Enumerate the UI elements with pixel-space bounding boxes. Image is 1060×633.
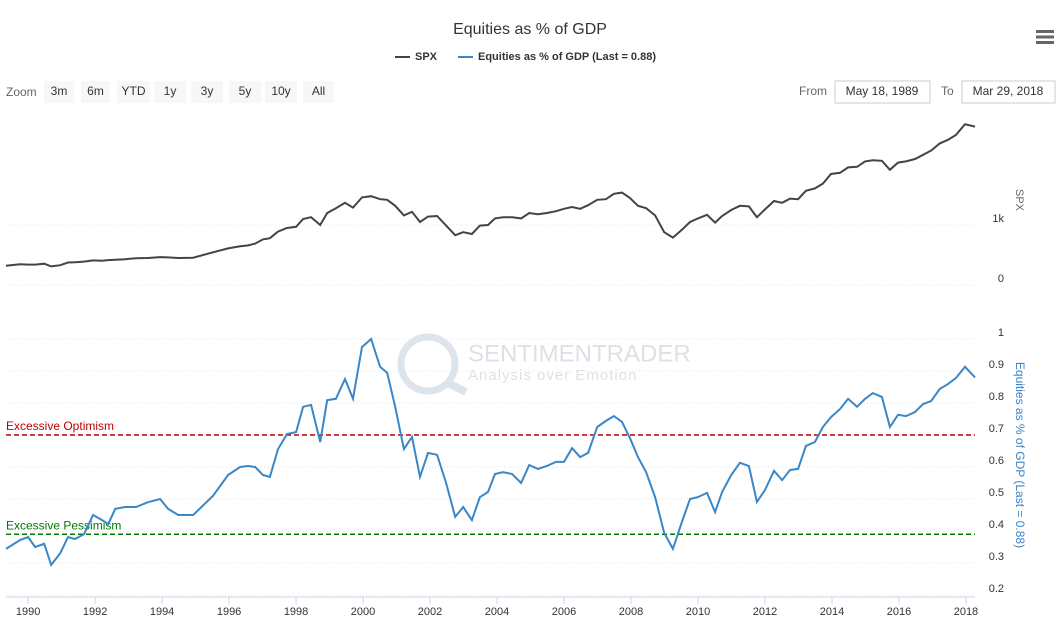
x-tick-label: 2000 bbox=[351, 606, 375, 618]
zoom-button-label: 3m bbox=[51, 84, 68, 98]
watermark-title: SENTIMENTRADER bbox=[468, 340, 691, 367]
menu-icon[interactable] bbox=[1036, 30, 1054, 44]
x-tick-label: 1990 bbox=[16, 606, 40, 618]
zoom-button[interactable] bbox=[265, 81, 297, 103]
x-tick-label: 2010 bbox=[686, 606, 710, 618]
zoom-button[interactable] bbox=[229, 81, 261, 103]
zoom-button-label: All bbox=[312, 84, 325, 98]
zoom-button[interactable] bbox=[117, 81, 150, 103]
from-value: May 18, 1989 bbox=[846, 84, 919, 98]
zoom-button-label: 10y bbox=[271, 84, 290, 98]
y-tick-label: 1k bbox=[992, 213, 1004, 225]
zoom-button-label: 1y bbox=[164, 84, 177, 98]
x-tick-label: 2002 bbox=[418, 606, 442, 618]
y2-axis-title: Equities as % of GDP (Last = 0.88) bbox=[1013, 362, 1027, 548]
x-tick-label: 2004 bbox=[485, 606, 509, 618]
zoom-button[interactable] bbox=[303, 81, 334, 103]
x-tick-label: 1994 bbox=[150, 606, 174, 618]
watermark-subtitle: Analysis over Emotion bbox=[468, 367, 637, 384]
plot-line-label: Excessive Pessimism bbox=[6, 518, 121, 532]
x-tick-label: 2014 bbox=[820, 606, 844, 618]
series-line bbox=[5, 123, 976, 268]
series-line bbox=[5, 337, 976, 568]
zoom-button-label: YTD bbox=[122, 84, 146, 98]
zoom-button-label: 3y bbox=[201, 84, 214, 98]
x-tick-label: 1996 bbox=[217, 606, 241, 618]
zoom-button-label: 6m bbox=[87, 84, 104, 98]
legend-label[interactable]: SPX bbox=[415, 51, 438, 63]
y-tick-label: 0.3 bbox=[989, 551, 1004, 563]
zoom-label: Zoom bbox=[6, 85, 37, 99]
y-tick-label: 0.7 bbox=[989, 423, 1004, 435]
zoom-button[interactable] bbox=[154, 81, 186, 103]
y-tick-label: 0.8 bbox=[989, 391, 1004, 403]
chart-title: Equities as % of GDP bbox=[453, 21, 607, 38]
x-tick-label: 2006 bbox=[552, 606, 576, 618]
plot-line-label: Excessive Optimism bbox=[6, 419, 114, 433]
to-value: Mar 29, 2018 bbox=[973, 84, 1044, 98]
x-tick-label: 2018 bbox=[954, 606, 978, 618]
y-tick-label: 0.6 bbox=[989, 455, 1004, 467]
y-tick-label: 1 bbox=[998, 327, 1004, 339]
x-tick-label: 2008 bbox=[619, 606, 643, 618]
x-tick-label: 1998 bbox=[284, 606, 308, 618]
zoom-button-label: 5y bbox=[239, 84, 252, 98]
y-tick-label: 0.2 bbox=[989, 583, 1004, 595]
x-tick-label: 2016 bbox=[887, 606, 911, 618]
legend-label[interactable]: Equities as % of GDP (Last = 0.88) bbox=[478, 51, 656, 63]
y-axis-title: SPX bbox=[1013, 189, 1025, 212]
zoom-button[interactable] bbox=[191, 81, 223, 103]
zoom-button[interactable] bbox=[81, 81, 110, 103]
y-tick-label: 0.5 bbox=[989, 487, 1004, 499]
watermark: SENTIMENTRADER Analysis over Emotion bbox=[397, 333, 691, 396]
from-label: From bbox=[799, 84, 827, 98]
y-tick-label: 0 bbox=[998, 273, 1004, 285]
from-input[interactable] bbox=[834, 80, 931, 104]
y-tick-label: 0.9 bbox=[989, 359, 1004, 371]
x-tick-label: 2012 bbox=[753, 606, 777, 618]
x-tick-label: 1992 bbox=[83, 606, 107, 618]
y-tick-label: 0.4 bbox=[989, 519, 1004, 531]
zoom-button[interactable] bbox=[44, 81, 74, 103]
to-label: To bbox=[941, 84, 954, 98]
to-input[interactable] bbox=[961, 80, 1056, 104]
